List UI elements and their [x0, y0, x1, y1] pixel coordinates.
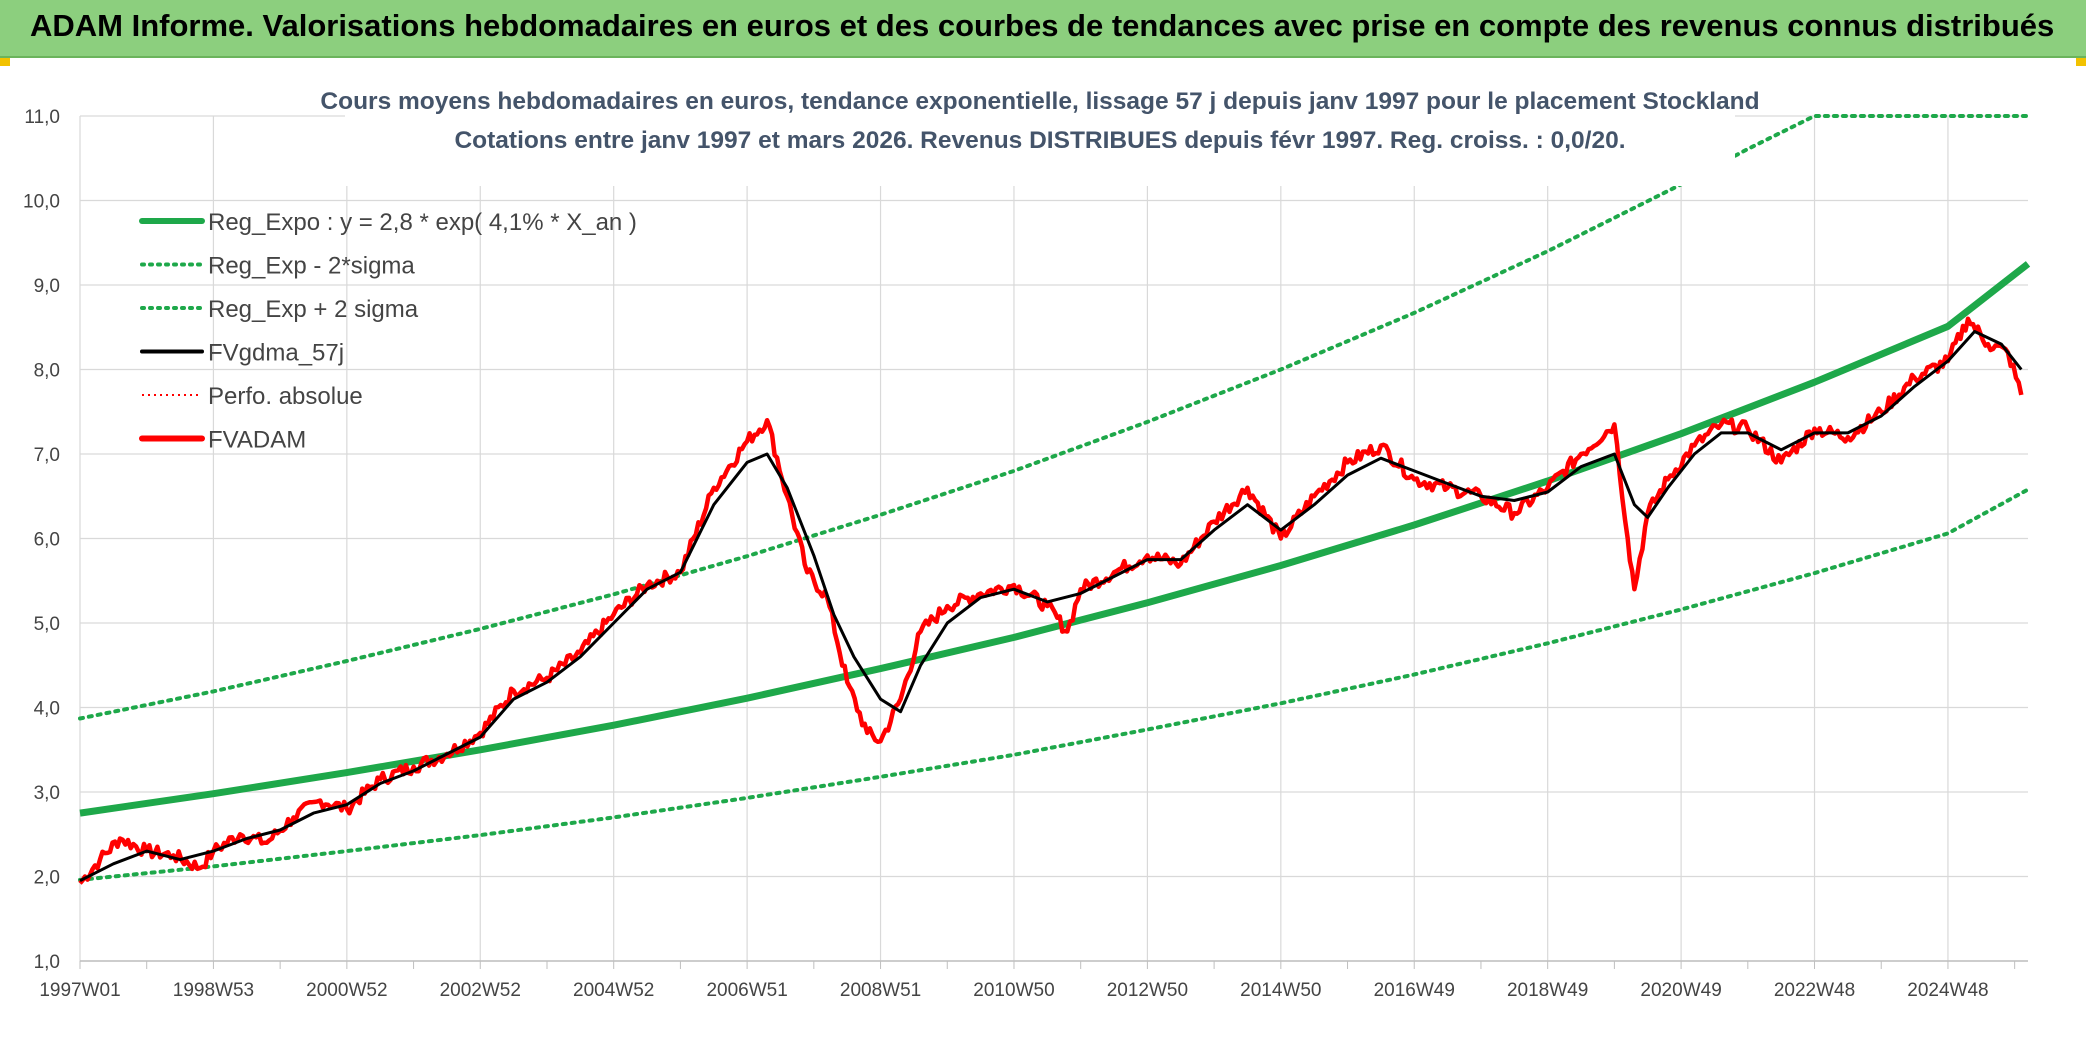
- legend-label-fvadam: FVADAM: [208, 427, 306, 454]
- corner-marker-right: [2076, 58, 2086, 66]
- series-reg-exp-minus-2sigma: [78, 487, 2030, 882]
- series: [78, 114, 2031, 885]
- x-tick-label: 2008W51: [840, 980, 921, 1001]
- y-tick-label: 9,0: [34, 276, 60, 297]
- series-reg-expo: [79, 261, 2031, 817]
- chart-subtitle-line-2: Cotations entre janv 1997 et mars 2026. …: [454, 127, 1625, 154]
- x-tick-label: 2002W52: [440, 980, 521, 1001]
- x-tick-label: 2024W48: [1907, 980, 1988, 1001]
- x-tick-label: 2004W52: [573, 980, 654, 1001]
- trend-chart: Cours moyens hebdomadaires en euros, ten…: [23, 78, 2031, 1001]
- chart-area: Cours moyens hebdomadaires en euros, ten…: [0, 58, 2086, 1038]
- legend-label-reg_minus: Reg_Exp - 2*sigma: [208, 253, 415, 280]
- x-tick-label: 2014W50: [1240, 980, 1321, 1001]
- corner-marker-left: [0, 58, 10, 66]
- chart-subtitle-line-1: Cours moyens hebdomadaires en euros, ten…: [320, 88, 1759, 115]
- y-tick-label: 3,0: [34, 783, 60, 804]
- y-tick-label: 11,0: [24, 107, 60, 128]
- report-banner: ADAM Informe. Valorisations hebdomadaire…: [0, 0, 2086, 58]
- series-reg-exp-plus-2sigma: [78, 114, 2030, 721]
- x-tick-label: 2018W49: [1507, 980, 1588, 1001]
- legend-label-reg_expo: Reg_Expo : y = 2,8 * exp( 4,1% * X_an ): [208, 209, 637, 236]
- y-tick-label: 7,0: [34, 445, 60, 466]
- x-tick-label: 2012W50: [1107, 980, 1188, 1001]
- legend-label-reg_plus: Reg_Exp + 2 sigma: [208, 296, 419, 323]
- y-tick-label: 5,0: [34, 614, 60, 635]
- y-tick-label: 6,0: [34, 530, 60, 551]
- x-tick-label: 1997W01: [39, 980, 120, 1001]
- y-tick-label: 4,0: [34, 699, 60, 720]
- x-tick-label: 2022W48: [1774, 980, 1855, 1001]
- axes: 1,0 2,0 3,0 4,0 5,0 6,0 7,0 8,0 9,0 10,0 11,0 1997W…: [23, 107, 2028, 1001]
- legend-label-fvgdma: FVgdma_57j: [208, 340, 344, 367]
- grid: [79, 115, 2028, 962]
- y-tick-label: 8,0: [34, 361, 60, 382]
- x-tick-label: 2020W49: [1640, 980, 1721, 1001]
- x-tick-label: 2016W49: [1374, 980, 1455, 1001]
- y-tick-label: 10,0: [23, 192, 60, 213]
- legend-label-perfo: Perfo. absolue: [208, 383, 363, 410]
- x-tick-label: 1998W53: [173, 980, 254, 1001]
- subtitle-box: [345, 78, 1735, 186]
- x-tick-label: 2010W50: [973, 980, 1054, 1001]
- x-tick-label: 2006W51: [706, 980, 787, 1001]
- report-title: ADAM Informe. Valorisations hebdomadaire…: [30, 8, 2055, 43]
- y-tick-label: 2,0: [34, 868, 60, 889]
- y-tick-label: 1,0: [34, 952, 60, 973]
- legend: Reg_Expo : y = 2,8 * exp( 4,1% * X_an ) R…: [139, 209, 637, 454]
- series-fvgdma-57j: [79, 330, 2023, 883]
- x-tick-label: 2000W52: [306, 980, 387, 1001]
